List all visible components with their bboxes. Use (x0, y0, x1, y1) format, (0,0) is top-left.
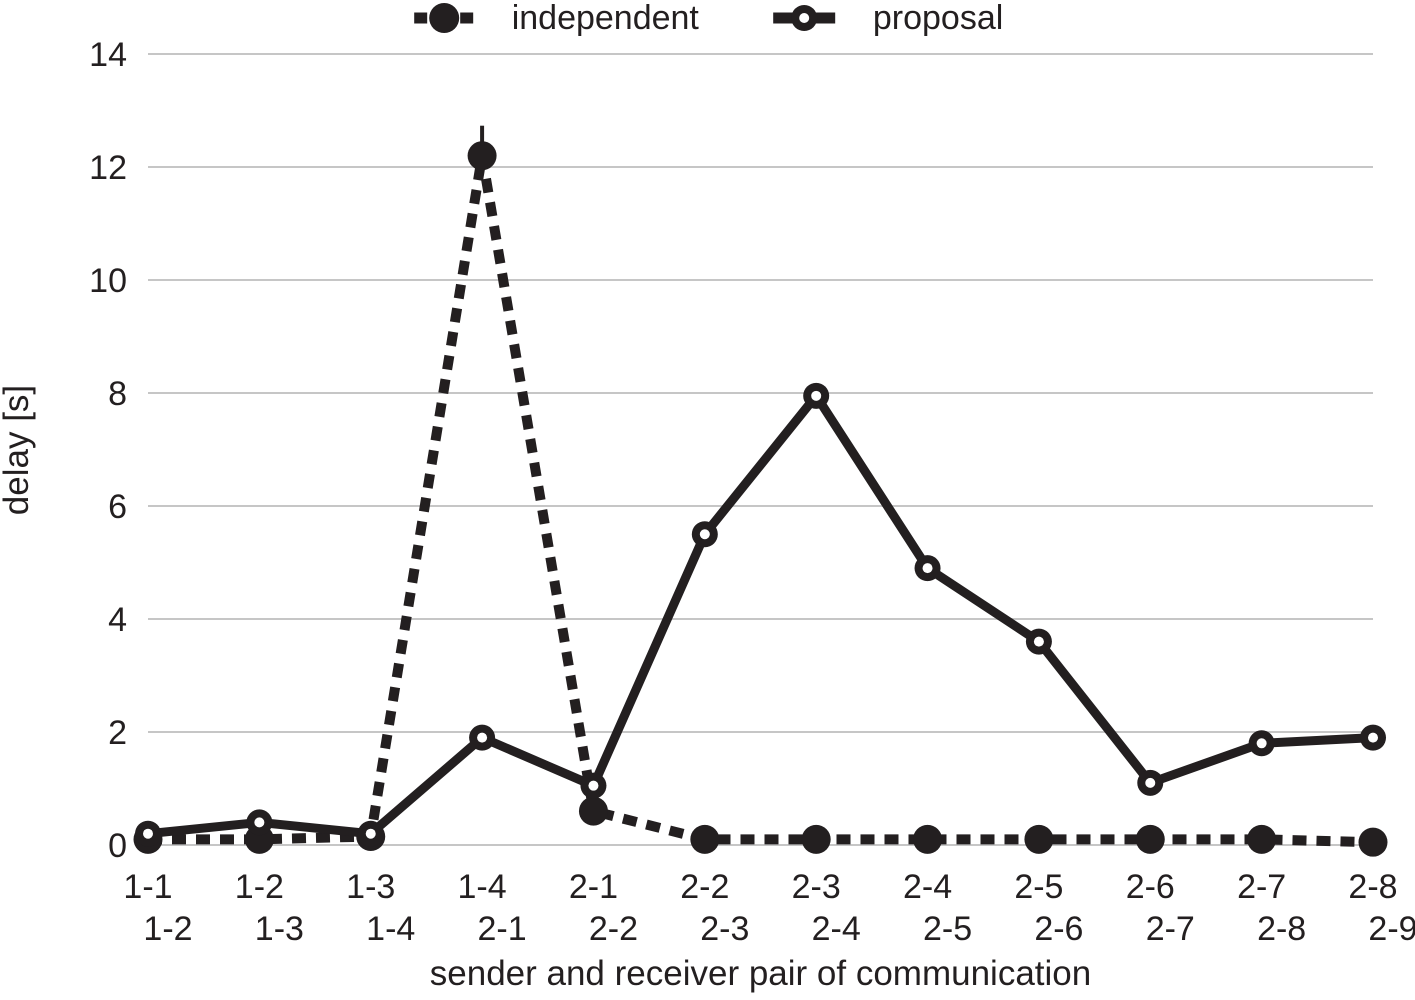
svg-text:0: 0 (108, 827, 127, 865)
svg-text:6: 6 (108, 488, 127, 526)
svg-text:2-5: 2-5 (923, 910, 972, 948)
svg-text:2-6: 2-6 (1126, 868, 1175, 906)
svg-text:2-1: 2-1 (478, 910, 527, 948)
svg-text:2-2: 2-2 (680, 868, 729, 906)
svg-text:2-5: 2-5 (1014, 868, 1063, 906)
chart-legend: independent proposal (412, 0, 1003, 39)
svg-text:1-3: 1-3 (255, 910, 304, 948)
svg-text:12: 12 (89, 149, 127, 187)
legend-item-proposal: proposal (771, 0, 1003, 39)
x-axis-title: sender and receiver pair of communicatio… (429, 954, 1092, 993)
series-independent (133, 141, 1388, 857)
svg-text:4: 4 (108, 601, 127, 639)
svg-text:2: 2 (108, 714, 127, 752)
legend-item-independent: independent (412, 0, 699, 39)
solid-open-circle-line-icon (772, 5, 835, 31)
svg-text:1-2: 1-2 (143, 910, 192, 948)
legend-label-proposal: proposal (872, 0, 1004, 37)
svg-text:2-1: 2-1 (569, 868, 618, 906)
svg-text:10: 10 (89, 262, 127, 300)
dashed-filled-circle-line-icon (413, 3, 474, 33)
legend-label-independent: independent (511, 0, 699, 37)
svg-text:2-3: 2-3 (792, 868, 841, 906)
svg-text:1-2: 1-2 (235, 868, 284, 906)
svg-text:8: 8 (108, 375, 127, 413)
svg-text:2-4: 2-4 (903, 868, 952, 906)
svg-text:2-2: 2-2 (589, 910, 638, 948)
svg-text:2-3: 2-3 (700, 910, 749, 948)
svg-text:2-9: 2-9 (1368, 910, 1415, 948)
svg-text:2-8: 2-8 (1348, 868, 1397, 906)
svg-text:1-3: 1-3 (346, 868, 395, 906)
series-proposal (135, 382, 1386, 847)
svg-text:2-8: 2-8 (1257, 910, 1306, 948)
svg-text:1-4: 1-4 (458, 868, 507, 906)
svg-text:1-1: 1-1 (123, 868, 172, 906)
y-axis-title: delay [s] (0, 384, 36, 516)
x-tick-labels: 1-1 1-2 1-2 1-3 1-3 1-4 1-4 2-1 2-1 2-2 2-2 2-3 2-3 2… (123, 868, 1415, 948)
svg-text:2-7: 2-7 (1146, 910, 1195, 948)
svg-text:2-7: 2-7 (1237, 868, 1286, 906)
svg-text:1-4: 1-4 (366, 910, 415, 948)
svg-text:14: 14 (89, 36, 127, 74)
gridlines (148, 53, 1373, 846)
svg-text:2-6: 2-6 (1034, 910, 1083, 948)
y-tick-labels: 0 2 4 6 8 10 12 14 (89, 36, 127, 865)
svg-text:2-4: 2-4 (812, 910, 861, 948)
